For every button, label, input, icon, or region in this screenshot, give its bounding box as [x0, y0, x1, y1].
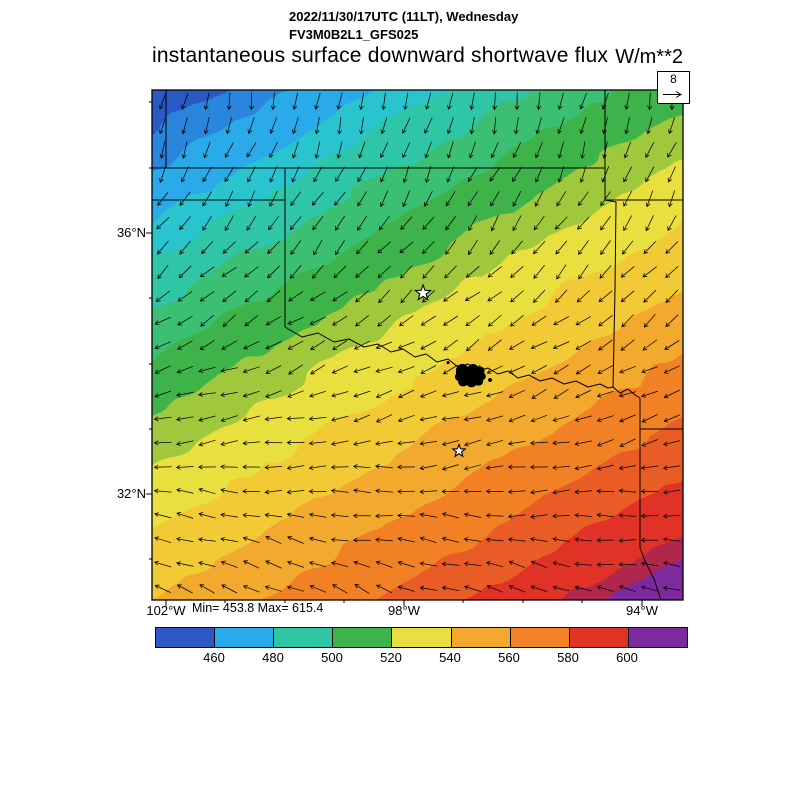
border-ok-ar-east [604, 168, 617, 388]
wind-reference-box: 8 [657, 71, 690, 104]
map-frame [151, 89, 684, 601]
valid-time-label: 2022/11/30/17UTC (11LT), Wednesday [289, 9, 519, 24]
border-red-river [284, 326, 614, 389]
lat-axis-label: 36°N [116, 225, 146, 240]
colorbar-tick-label: 460 [203, 650, 225, 665]
wind-reference-value: 8 [670, 72, 677, 86]
colorbar-tick-label: 480 [262, 650, 284, 665]
colorbar-segment [333, 628, 393, 647]
lon-axis-label: 102°W [146, 603, 186, 618]
colorbar [155, 627, 688, 648]
flux-field [152, 90, 683, 600]
city-markers [413, 283, 467, 458]
colorbar-segment [569, 628, 629, 647]
units-label: W/m**2 [615, 46, 683, 68]
colorbar-tick-label: 520 [380, 650, 402, 665]
colorbar-segment [215, 628, 275, 647]
flux-map-canvas [146, 89, 684, 606]
colorbar-segment [392, 628, 452, 647]
colorbar-segment [451, 628, 511, 647]
border-red-river-east [612, 386, 641, 399]
colorbar-tick-label: 500 [321, 650, 343, 665]
model-name-label: FV3M0B2L1_GFS025 [289, 27, 419, 42]
city-star-marker [413, 283, 433, 301]
colorbar-segment [628, 628, 687, 647]
plot-title: instantaneous surface downward shortwave… [152, 44, 609, 67]
colorbar-segment [274, 628, 334, 647]
lat-axis-label: 32°N [116, 486, 146, 501]
lon-axis-label: 98°W [388, 603, 420, 618]
minmax-label: Min= 453.8 Max= 615.4 [192, 601, 324, 615]
map-clip-group [152, 90, 683, 600]
city-star-marker [451, 442, 467, 458]
header-block: 2022/11/30/17UTC (11LT), Wednesday FV3M0… [289, 8, 518, 44]
colorbar-segment [156, 628, 216, 647]
colorbar-tick-label: 540 [439, 650, 461, 665]
lake-water-body [446, 361, 493, 388]
colorbar-segment [510, 628, 570, 647]
lon-axis-label: 94°W [626, 603, 658, 618]
border-tx-la-sabine [639, 429, 662, 600]
colorbar-tick-label: 580 [557, 650, 579, 665]
colorbar-tick-label: 600 [616, 650, 638, 665]
colorbar-tick-label: 560 [498, 650, 520, 665]
wind-reference-arrow-icon [662, 91, 682, 98]
wind-vectors [153, 92, 681, 594]
